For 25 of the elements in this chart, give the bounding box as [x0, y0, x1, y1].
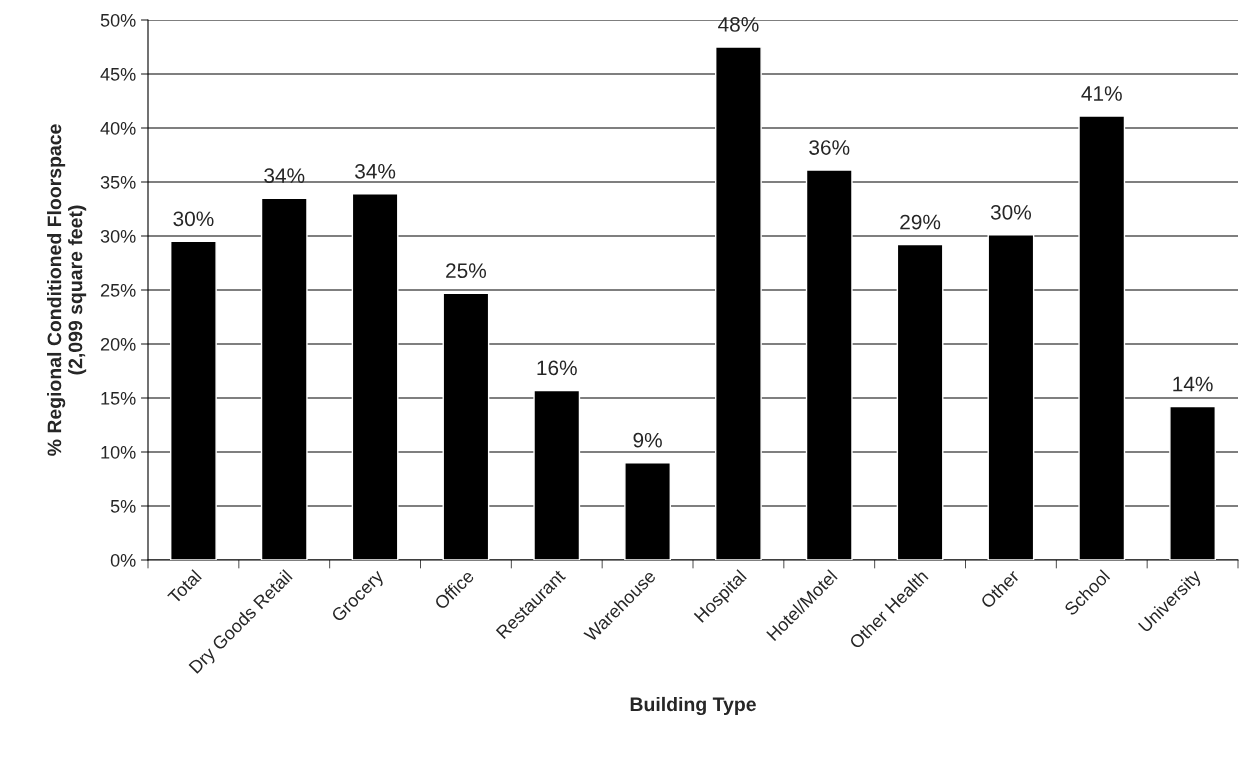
- y-tick-label: 45%: [100, 68, 136, 81]
- data-label: 36%: [809, 140, 850, 155]
- y-tick-label: 50%: [100, 13, 136, 27]
- data-label: 30%: [173, 211, 214, 227]
- data-label: 41%: [1081, 86, 1122, 101]
- data-label: 14%: [1173, 376, 1213, 392]
- y-axis-title: % Regional Conditioned Floorspace (2,099 square feet): [47, 124, 87, 456]
- y-tick-label: 25%: [100, 283, 136, 297]
- data-label: 9%: [633, 432, 662, 448]
- data-label: 48%: [718, 17, 759, 32]
- y-tick-label: 20%: [100, 337, 136, 351]
- y-tick-label: 0%: [110, 553, 136, 567]
- data-label: 16%: [537, 360, 577, 376]
- data-label: 30%: [990, 204, 1032, 220]
- data-label: 34%: [355, 163, 396, 179]
- data-label: 29%: [900, 214, 941, 230]
- data-label: 25%: [446, 263, 487, 279]
- y-tick-label: 10%: [101, 445, 136, 459]
- y-tick-label: 40%: [100, 121, 136, 135]
- y-tick-label: 30%: [100, 229, 136, 243]
- y-tick-label: 5%: [110, 500, 136, 513]
- y-tick-label: 35%: [100, 175, 136, 189]
- data-label: 34%: [264, 168, 305, 183]
- x-axis-title: Building Type: [630, 696, 756, 716]
- y-tick-label: 15%: [101, 392, 136, 405]
